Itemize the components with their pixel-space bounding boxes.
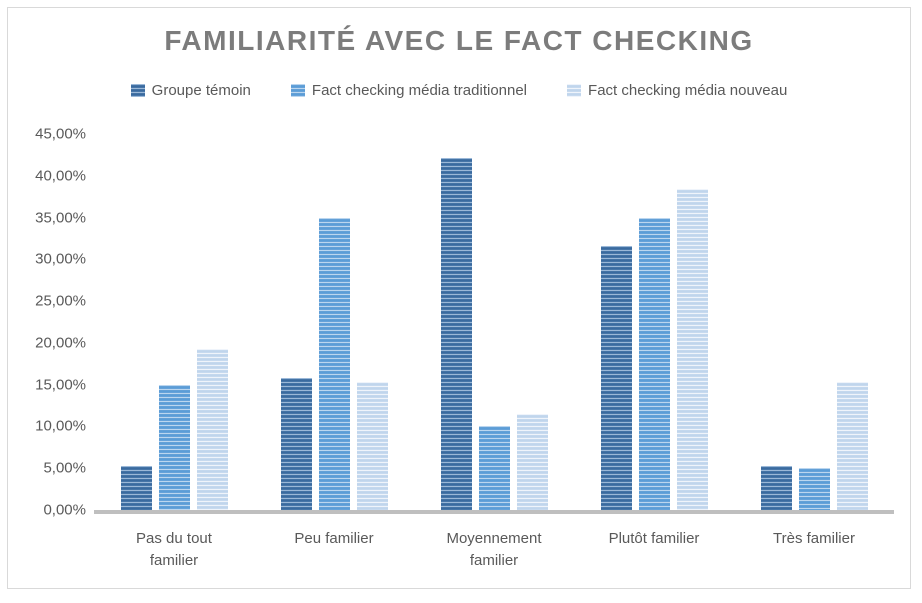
plot-area: [94, 134, 894, 510]
y-axis-tick-5: 5,00%: [43, 459, 86, 477]
bar-fact-checking-media-nouveau-tres-familier: [836, 381, 868, 510]
x-axis-label: Pas du tout familier: [136, 530, 212, 569]
bar-group-pas-du-tout-familier: [94, 134, 254, 510]
bar-fact-checking-media-nouveau-moyennement-familier: [516, 413, 548, 510]
plot-wrap: Pas du tout familier Peu familier Moyennem…: [94, 134, 894, 572]
chart-title: FAMILIARITÉ AVEC LE FACT CHECKING: [164, 25, 754, 56]
legend-swatch-fact-checking-media-nouveau: [567, 83, 582, 97]
y-axis-tick-20: 20,00%: [35, 334, 86, 352]
bar-fact-checking-media-traditionnel-moyennement-familier: [478, 426, 510, 510]
y-axis-tick-30: 30,00%: [35, 250, 86, 268]
bar-group-peu-familier: [254, 134, 414, 510]
bar-fact-checking-media-nouveau-peu-familier: [356, 381, 388, 510]
y-axis: 0,00% 5,00% 10,00% 15,00% 20,00% 25,00% 30,00%…: [8, 126, 94, 519]
legend-item-fact-checking-media-traditionnel: Fact checking média traditionnel: [290, 81, 528, 99]
x-axis-label: Moyennement familier: [446, 530, 542, 569]
x-axis-label-cell-plutot-familier: Plutôt familier: [574, 528, 734, 572]
bar-group-plutot-familier: [574, 134, 734, 510]
y-axis-tick-15: 15,00%: [35, 376, 86, 394]
legend-label: Groupe témoin: [151, 81, 251, 99]
bar-groupe-temoin-tres-familier: [760, 466, 792, 510]
y-axis-tick-0: 0,00%: [43, 501, 86, 519]
chart-frame: FAMILIARITÉ AVEC LE FACT CHECKING Groupe…: [7, 7, 911, 589]
bar-groupe-temoin-moyennement-familier: [440, 158, 472, 510]
chart-body: 0,00% 5,00% 10,00% 15,00% 20,00% 25,00% 30,00%…: [8, 126, 910, 572]
x-axis-line: [94, 510, 894, 514]
legend: Groupe témoin Fact checking média traditi…: [8, 80, 910, 100]
legend-label: Fact checking média nouveau: [588, 81, 788, 99]
x-axis-label-cell-tres-familier: Très familier: [734, 528, 894, 572]
legend-item-fact-checking-media-nouveau: Fact checking média nouveau: [567, 82, 787, 99]
y-axis-tick-40: 40,00%: [35, 167, 86, 185]
bar-groupe-temoin-plutot-familier: [600, 246, 632, 510]
bar-group-tres-familier: [734, 134, 894, 510]
x-axis-labels: Pas du tout familier Peu familier Moyennem…: [94, 514, 894, 572]
bar-group-moyennement-familier: [414, 134, 574, 510]
x-axis-label: Peu familier: [294, 530, 374, 547]
x-axis-label: Plutôt familier: [608, 530, 700, 547]
y-axis-tick-45: 45,00%: [35, 125, 86, 143]
bar-fact-checking-media-nouveau-plutot-familier: [676, 188, 708, 510]
y-axis-tick-35: 35,00%: [35, 209, 86, 227]
legend-item-groupe-temoin: Groupe témoin: [130, 81, 251, 99]
x-axis-label-cell-moyennement-familier: Moyennement familier: [414, 528, 574, 572]
legend-swatch-groupe-temoin: [130, 83, 145, 97]
y-axis-tick-10: 10,00%: [35, 417, 86, 435]
bar-groupe-temoin-peu-familier: [280, 378, 312, 510]
legend-swatch-fact-checking-media-traditionnel: [290, 83, 305, 97]
bar-fact-checking-media-traditionnel-peu-familier: [318, 217, 350, 510]
legend-label: Fact checking média traditionnel: [311, 81, 528, 99]
bar-fact-checking-media-traditionnel-tres-familier: [798, 468, 830, 510]
bar-fact-checking-media-nouveau-pas-du-tout-familier: [196, 349, 228, 510]
x-axis-label: Très familier: [773, 530, 855, 547]
bar-groupe-temoin-pas-du-tout-familier: [120, 466, 152, 510]
x-axis-label-cell-pas-du-tout-familier: Pas du tout familier: [94, 528, 254, 572]
x-axis-label-cell-peu-familier: Peu familier: [254, 528, 414, 572]
bar-fact-checking-media-traditionnel-plutot-familier: [638, 217, 670, 510]
y-axis-tick-25: 25,00%: [35, 292, 86, 310]
bar-fact-checking-media-traditionnel-pas-du-tout-familier: [158, 384, 190, 510]
